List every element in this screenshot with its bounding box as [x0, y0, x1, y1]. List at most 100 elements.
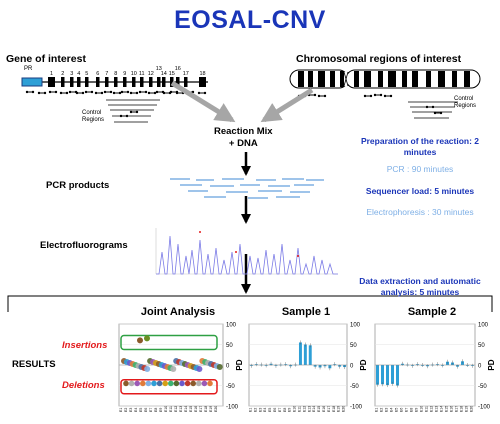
exon-3 [70, 77, 74, 87]
arrow-gene-to-reaction [170, 80, 236, 123]
probe-dot [369, 94, 373, 98]
probe-dot [84, 90, 88, 94]
x-tick-label: E2 [253, 408, 257, 412]
probe-dot [197, 91, 201, 95]
x-tick-label: E11 [297, 406, 301, 412]
probe-dot [144, 90, 148, 94]
x-tick-label: E6 [273, 408, 277, 412]
x-tick-label: E4 [134, 408, 138, 412]
y-axis-label: PD [487, 359, 496, 370]
x-tick-label: E13 [307, 406, 311, 412]
deletion-point [151, 380, 157, 387]
exon-9 [123, 77, 127, 87]
deletion-point [184, 380, 191, 387]
probe-dot [389, 94, 393, 98]
exon-label-6: 6 [96, 71, 99, 77]
x-tick-label: E18 [460, 406, 464, 412]
x-tick-label: E11 [169, 406, 173, 412]
exon-5 [85, 77, 89, 87]
probe-dot [153, 91, 157, 95]
probe-dot [94, 91, 98, 95]
x-tick-label: E2 [380, 408, 384, 412]
timing-sequencer: Sequencer load: 5 minutes [365, 186, 475, 196]
chromosome-band [330, 71, 335, 87]
y-tick-label: -50 [478, 384, 487, 390]
pcr-products-label: PCR products [46, 180, 110, 191]
x-tick-label: E10 [420, 406, 424, 412]
exon-label-10: 10 [131, 71, 137, 77]
exon-label-13: 13 [156, 66, 162, 72]
probe-dot [323, 94, 327, 98]
probe-dot [90, 90, 94, 94]
deletion-point [201, 380, 208, 387]
probe-dot [48, 90, 52, 94]
x-tick-label: E18 [204, 406, 208, 412]
probe-dot [129, 91, 133, 95]
probe-dot [317, 94, 321, 98]
x-tick-label: E12 [302, 406, 306, 412]
probe-dot [373, 93, 377, 97]
y-tick-label: 0 [226, 364, 230, 370]
exon-label-14: 14 [161, 71, 167, 77]
y-tick-label: 100 [350, 323, 361, 329]
probe-dot [363, 94, 367, 98]
chromosome-band [438, 71, 445, 87]
x-tick-label: E1 [375, 408, 379, 412]
deletion-point [134, 380, 140, 387]
chromosome-band [464, 71, 470, 87]
electrofluorogram-trace [156, 235, 338, 275]
exon-14 [162, 77, 166, 87]
exon-label-3: 3 [70, 71, 73, 77]
x-tick-label: E18 [332, 406, 336, 412]
exon-16 [176, 77, 180, 87]
chromosome-band [318, 71, 325, 87]
probe-dot [162, 91, 166, 95]
x-tick-label: E16 [194, 406, 198, 412]
x-tick-label: E15 [189, 406, 193, 412]
exon-11 [140, 77, 144, 87]
bar [303, 344, 307, 365]
exon-6 [96, 77, 100, 87]
exon-10 [132, 77, 136, 87]
probe-dot [126, 90, 130, 94]
bar [396, 365, 399, 386]
probe-dot [155, 90, 159, 94]
x-tick-label: E20 [470, 406, 474, 412]
deletion-point [196, 380, 202, 387]
x-tick-label: E9 [415, 408, 419, 412]
timing-preparation: Preparation of the reaction: 2 minutes [360, 136, 480, 157]
sample-point [196, 366, 203, 372]
probe-dot [119, 114, 123, 118]
x-tick-label: E12 [430, 406, 434, 412]
y-tick-label: -100 [478, 405, 491, 411]
deletion-point [123, 380, 129, 387]
exon-label-11: 11 [139, 71, 145, 77]
probe-dot [100, 91, 104, 95]
deletion-point [207, 380, 213, 387]
deletion-point [145, 380, 152, 387]
probe-dot [175, 91, 179, 95]
deletion-point [156, 380, 163, 387]
centromere-edge [343, 71, 349, 87]
exon-label-15: 15 [169, 71, 175, 77]
bar [298, 342, 302, 365]
x-tick-label: E9 [288, 408, 292, 412]
x-tick-label: E19 [337, 406, 341, 412]
deletions-label: Deletions [62, 380, 105, 391]
x-tick-label: E17 [455, 406, 459, 412]
deletions-box [120, 379, 218, 395]
x-tick-label: E13 [179, 406, 183, 412]
exon-15 [170, 77, 174, 87]
exon-label-7: 7 [105, 71, 108, 77]
deletion-point [140, 380, 146, 387]
y-axis-label: PD [359, 359, 368, 370]
probe-dot [135, 91, 139, 95]
x-tick-label: E15 [445, 406, 449, 412]
y-tick-label: -50 [350, 384, 359, 390]
probe-dot [59, 91, 63, 95]
exon-label-17: 17 [183, 71, 189, 77]
exon-label-18: 18 [199, 71, 205, 77]
probe-dot [109, 90, 113, 94]
